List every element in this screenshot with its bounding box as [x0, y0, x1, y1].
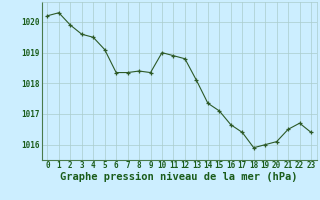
X-axis label: Graphe pression niveau de la mer (hPa): Graphe pression niveau de la mer (hPa): [60, 172, 298, 182]
